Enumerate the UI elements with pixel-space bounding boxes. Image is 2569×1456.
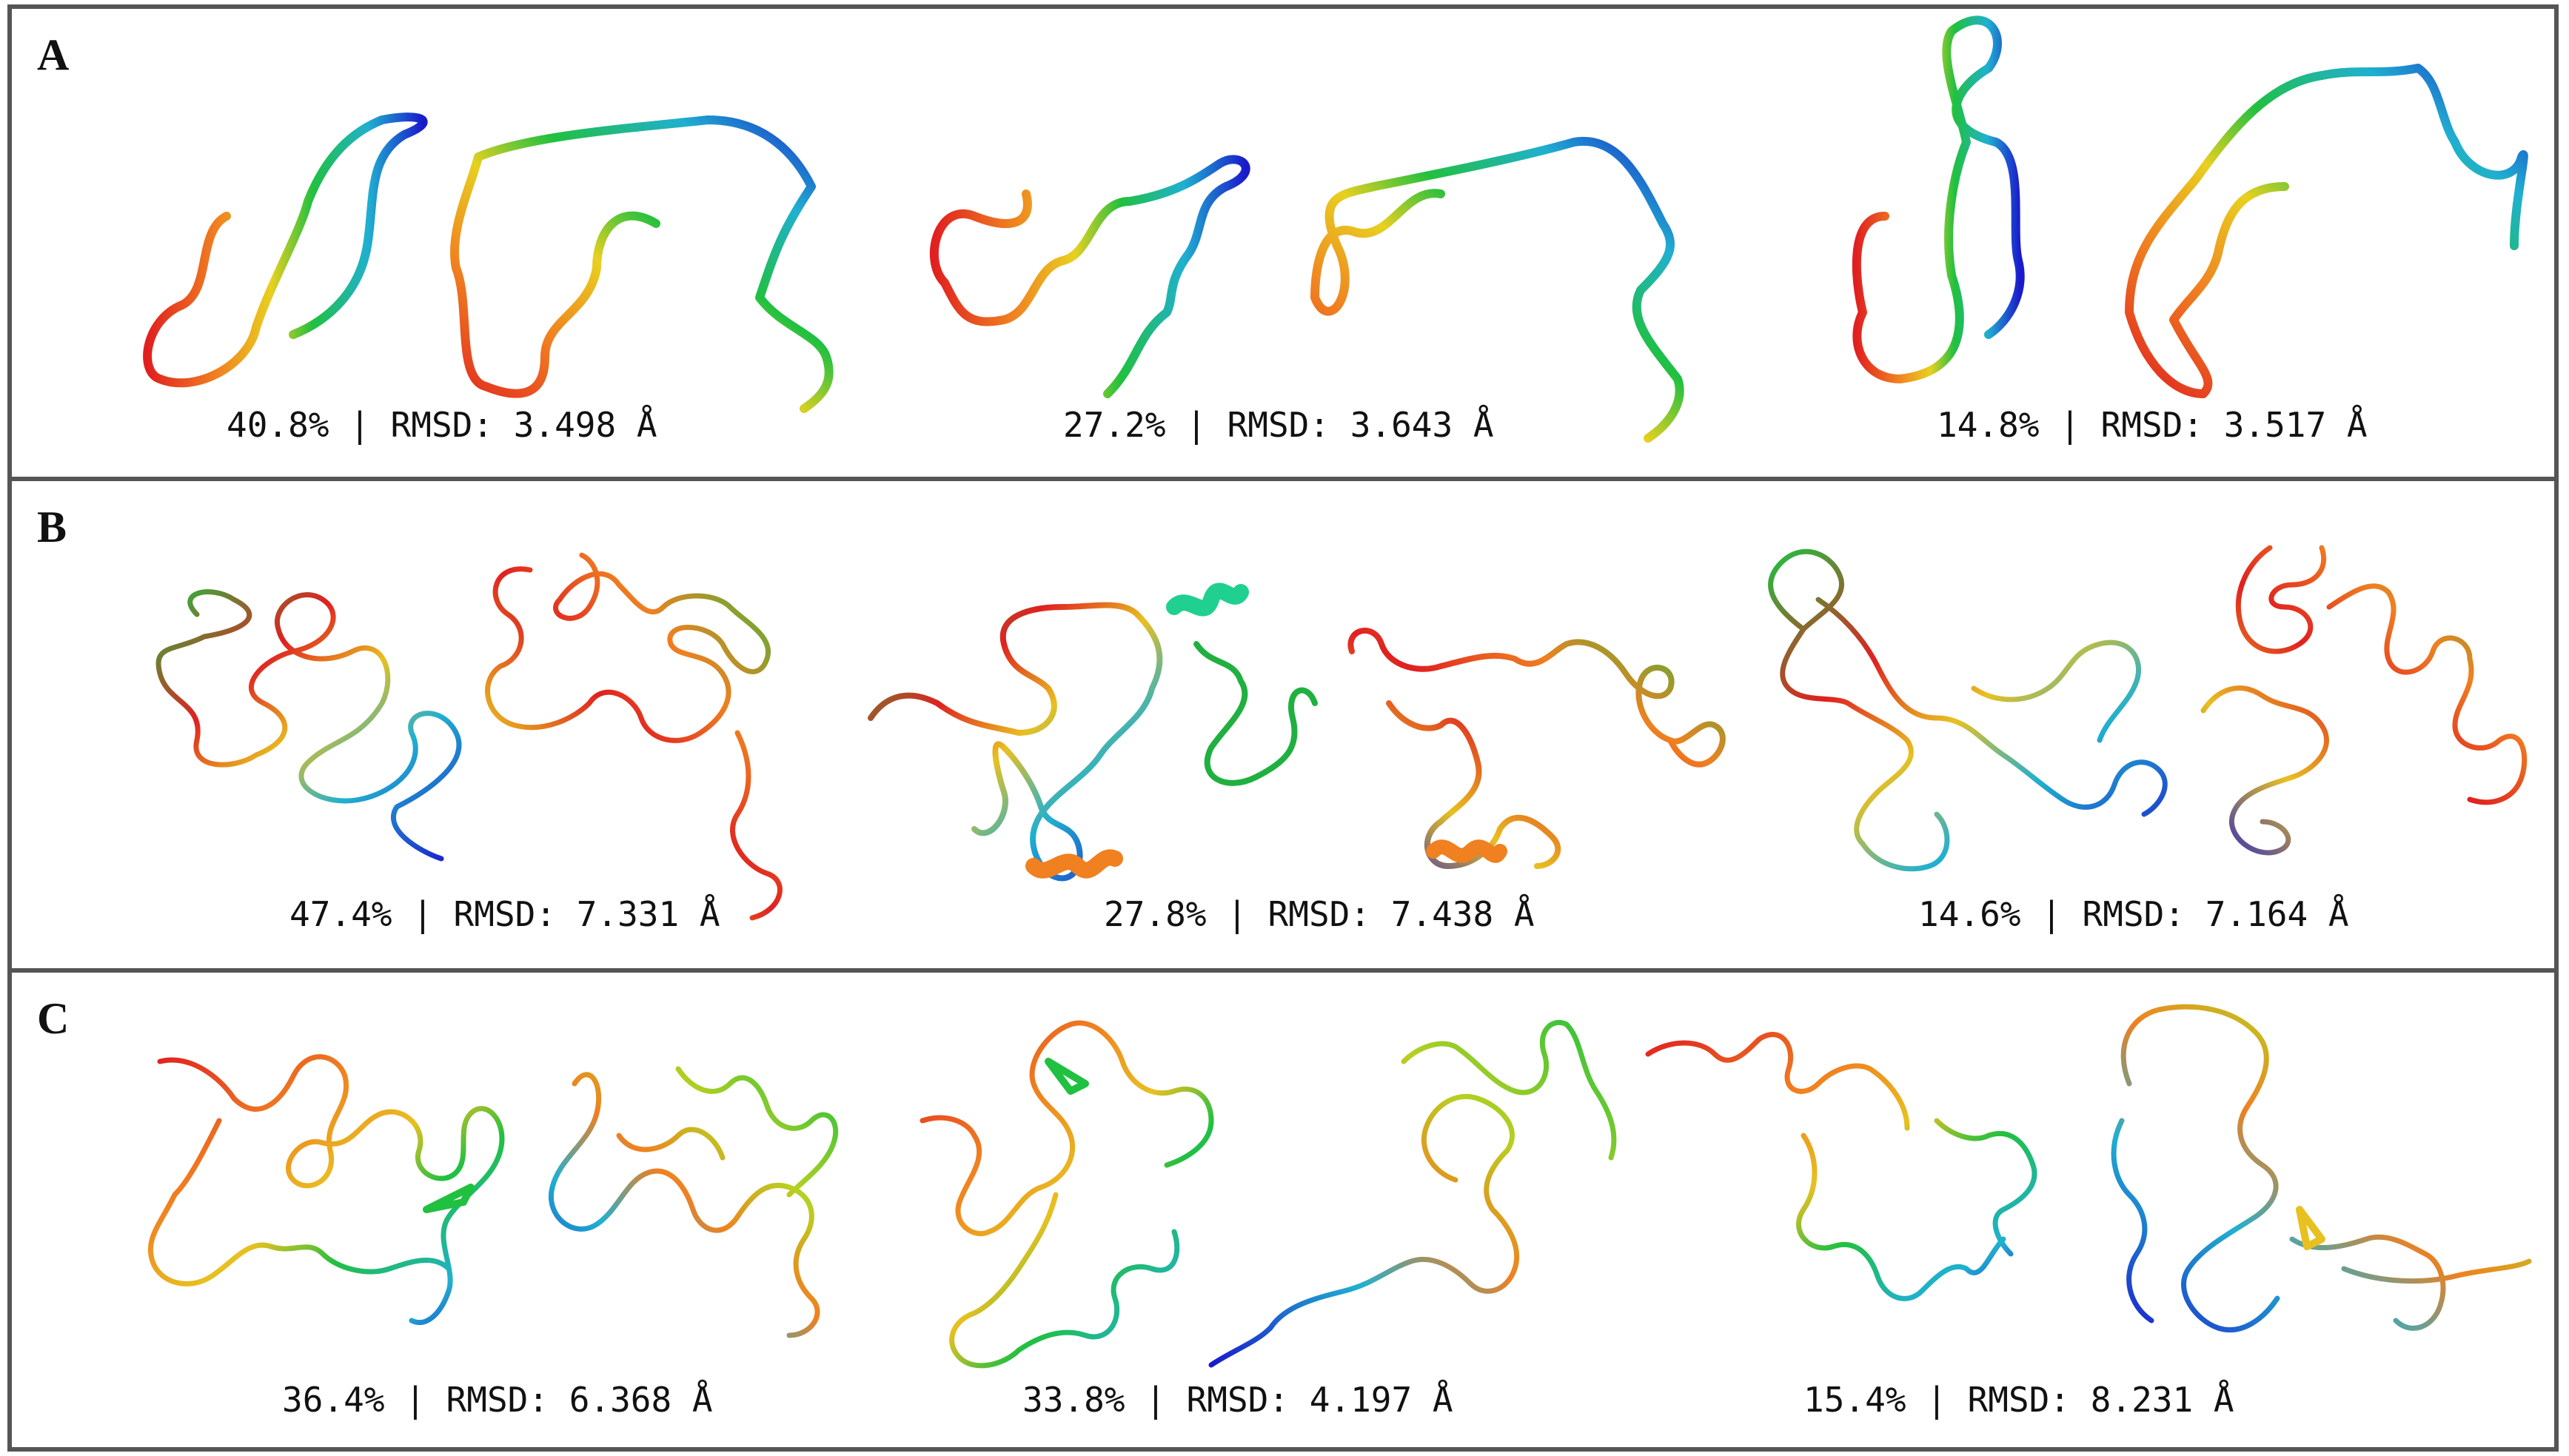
protein-backbone: [147, 1054, 505, 1326]
protein-structures-b: [155, 545, 2528, 921]
protein-backbone: [155, 589, 462, 862]
protein-backbone: [1768, 548, 2168, 872]
protein-backbone: [2125, 64, 2528, 398]
protein-sheet: [423, 1184, 475, 1213]
protein-helix: [1166, 583, 1249, 617]
protein-backbone: [1852, 16, 2025, 383]
protein-helix: [1426, 839, 1507, 863]
structure-caption: 27.2% | RMSD: 3.643 Å: [1063, 405, 1494, 445]
protein-helix: [1025, 849, 1123, 879]
structure-caption: 27.8% | RMSD: 7.438 Å: [1104, 894, 1535, 934]
structure-caption: 40.8% | RMSD: 3.498 Å: [227, 405, 657, 445]
protein-sheet: [1045, 1058, 1089, 1095]
structure-caption: 15.4% | RMSD: 8.231 Å: [1803, 1380, 2234, 1420]
structure-caption: 47.4% | RMSD: 7.331 Å: [289, 894, 720, 934]
protein-backbone: [1347, 628, 1726, 869]
protein-backbone: [143, 113, 428, 388]
protein-sheet: [2296, 1206, 2325, 1250]
protein-backbone: [1645, 1032, 2037, 1301]
structure-caption: 33.8% | RMSD: 4.197 Å: [1022, 1380, 1453, 1420]
protein-structures-a: [143, 16, 2528, 443]
protein-backbone: [2200, 545, 2528, 856]
panel-c: C: [7, 968, 2559, 1452]
structure-caption: 14.6% | RMSD: 7.164 Å: [1918, 894, 2349, 934]
structure-caption: 36.4% | RMSD: 6.368 Å: [282, 1380, 713, 1420]
panel-b: B: [7, 477, 2559, 973]
panel-letter: C: [37, 994, 70, 1043]
protein-backbone: [1193, 641, 1318, 786]
protein-backbone: [485, 552, 783, 921]
protein-backbone: [920, 1020, 1214, 1369]
structure-caption: 14.8% | RMSD: 3.517 Å: [1937, 405, 2368, 445]
panel-letter: B: [37, 503, 67, 551]
protein-backbone: [1208, 1019, 1617, 1368]
protein-structures-c: [147, 1004, 2532, 1369]
panel-letter: A: [37, 30, 70, 79]
protein-backbone: [1310, 136, 1684, 443]
protein-backbone: [2111, 1004, 2532, 1333]
protein-backbone: [868, 602, 1163, 882]
protein-backbone: [930, 155, 1250, 398]
protein-backbone: [450, 115, 834, 413]
protein-backbone: [549, 1066, 839, 1338]
panel-a: A: [7, 4, 2559, 481]
